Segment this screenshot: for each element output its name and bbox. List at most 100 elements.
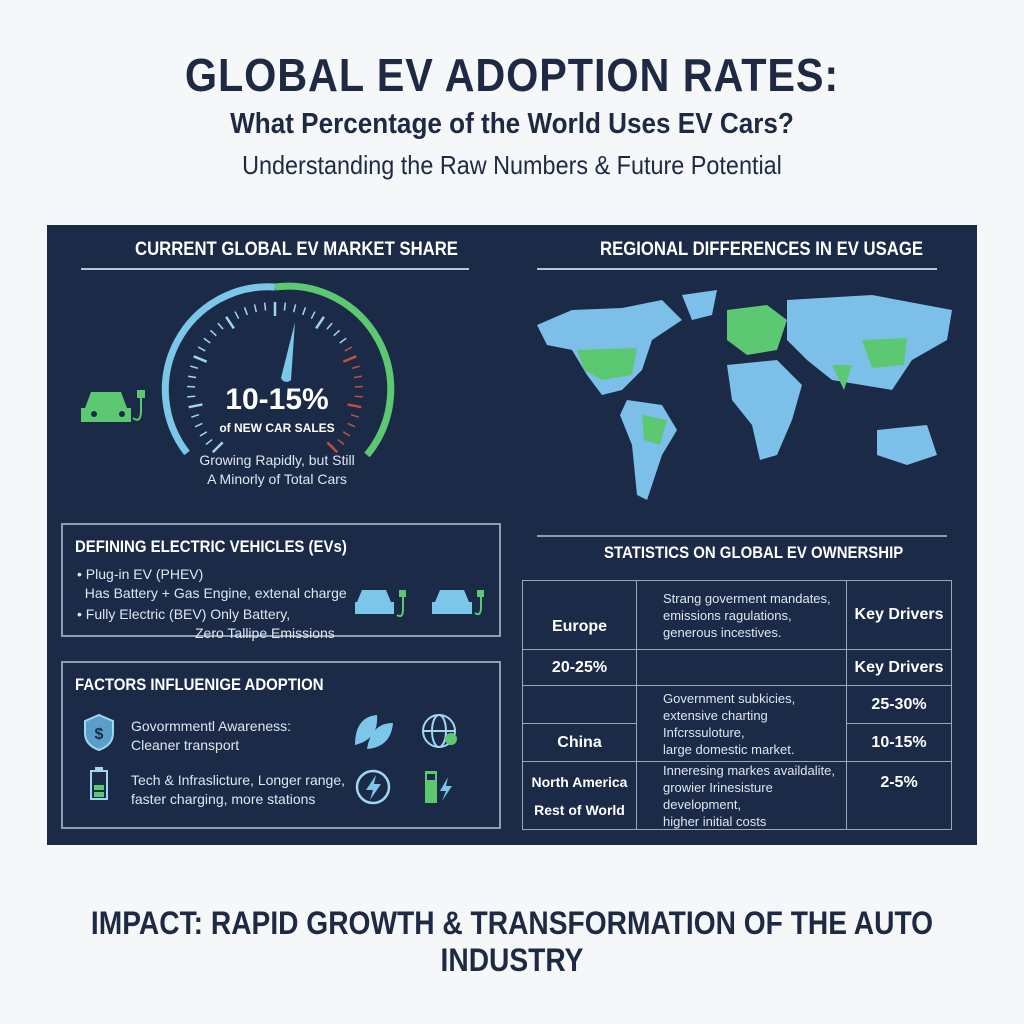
stats-heading: STATISTICS ON GLOBAL EV OWNERSHIP	[604, 543, 904, 562]
gauge-tick	[326, 322, 333, 330]
gauge-tick	[217, 322, 224, 330]
gauge-tick	[342, 431, 351, 437]
gauge-tick	[337, 438, 345, 446]
europe-percent: 20-25%	[522, 649, 637, 686]
europe-drivers: Strang goverment mandates, emissions ragu…	[636, 580, 847, 650]
regional-heading: REGIONAL DIFFERENCES IN EV USAGE	[600, 239, 923, 260]
gauge-tick	[191, 414, 200, 418]
infographic-panel: CURRENT GLOBAL EV MARKET SHARE 10-15% of…	[47, 225, 977, 845]
row-drivers: Inneresing markes availdalite, growier Ir…	[636, 761, 847, 830]
bev-car-icon	[432, 590, 484, 616]
factor-title: Tech & Infraslicture, Longer range,	[131, 772, 346, 788]
bev-item: • Fully Electric (BEV) Only Battery, Zero…	[77, 606, 335, 641]
gauge-ticks	[187, 302, 363, 454]
gauge-tick	[283, 302, 287, 311]
north-america	[537, 300, 682, 395]
desc-line: growier Irinesisture development,	[663, 779, 773, 812]
gauge-tick	[253, 304, 258, 313]
percent-2-5: 2-5%	[846, 761, 952, 830]
charging-station-icon	[425, 771, 452, 803]
gauge	[81, 282, 395, 458]
factors-box: FACTORS INFLUENIGE ADOPTION $ Govormment…	[61, 661, 501, 829]
gauge-tick	[209, 329, 217, 337]
gauge-tick	[333, 329, 341, 337]
note-line: Growing Rapidly, but Still	[199, 452, 355, 468]
ev-car-icons	[355, 590, 484, 618]
stats-table: Europe Strang goverment mandates, emissio…	[522, 580, 952, 830]
gauge-tick	[339, 337, 347, 344]
gauge-tick	[315, 316, 325, 330]
gauge-tick	[187, 395, 196, 398]
gauge-tick	[351, 365, 360, 370]
gauge-tick	[205, 438, 213, 446]
gauge-arc-green	[274, 282, 395, 458]
gauge-tick	[310, 311, 316, 320]
gauge-arc-blue	[161, 283, 276, 456]
usa-highlight	[577, 348, 637, 380]
africa	[727, 360, 802, 460]
region-europe: Europe	[522, 580, 637, 650]
globe-icon	[422, 714, 457, 748]
gauge-tick	[301, 307, 307, 316]
factor-desc: Cleaner transport	[131, 737, 240, 753]
gauge-tick	[353, 375, 363, 379]
world-map	[537, 290, 952, 500]
gauge-tick	[188, 403, 203, 409]
desc-line: Inneresing markes availdalite,	[663, 762, 835, 778]
region-rest-of-world: Rest of World	[534, 801, 625, 818]
region-na-row: North America Rest of World	[522, 761, 637, 830]
phev-desc: Has Battery + Gas Engine, extenal charge	[84, 585, 347, 601]
gauge-tick	[263, 302, 267, 311]
desc-line: extensive charting Infcrssuloture,	[663, 707, 768, 740]
main-title: GLOBAL EV ADOPTION RATES:	[184, 49, 840, 101]
desc-line: higher initial costs	[663, 813, 767, 829]
phev-title: Plug-in EV (PHEV)	[85, 566, 204, 582]
key-drivers-header: Key Drivers	[846, 649, 952, 686]
australia	[877, 425, 937, 465]
factors-heading: FACTORS INFLUENIGE ADOPTION	[75, 675, 324, 694]
gauge-tick	[187, 375, 197, 379]
impact-banner: IMPACT: RAPID GROWTH & TRANSFORMATION OF…	[90, 905, 934, 978]
india-highlight	[832, 365, 852, 390]
gauge-tick	[344, 346, 353, 352]
gauge-tick	[326, 441, 339, 454]
brazil-highlight	[642, 415, 667, 445]
gauge-tick	[203, 337, 211, 344]
defining-evs-box: DEFINING ELECTRIC VEHICLES (EVs) • Plug-…	[61, 523, 501, 641]
gauge-tick	[243, 307, 249, 316]
market-share-value: 10-15%	[225, 383, 329, 416]
desc-line: large domestic market.	[663, 741, 795, 757]
factor-title: Govormmentl Awareness:	[131, 718, 292, 734]
svg-text:$: $	[95, 726, 104, 743]
gauge-tick	[342, 355, 357, 363]
europe	[727, 305, 787, 355]
gauge-tick	[193, 355, 208, 363]
gauge-tick	[199, 431, 208, 437]
lightning-circle-icon	[355, 769, 391, 805]
defining-heading: DEFINING ELECTRIC VEHICLES (EVs)	[75, 537, 347, 556]
south-america	[620, 400, 677, 500]
subtitle: What Percentage of the World Uses EV Car…	[230, 108, 794, 140]
gauge-tick	[354, 395, 363, 398]
leaf-icon	[355, 715, 393, 749]
electric-car-icon	[81, 390, 145, 422]
bev-title: Fully Electric (BEV) Only Battery,	[85, 606, 291, 622]
divider	[81, 268, 469, 270]
factor-desc: faster charging, more stations	[131, 791, 316, 807]
gauge-tick	[225, 316, 235, 330]
factor-government: Govormmentl Awareness: Cleaner transport	[131, 717, 291, 755]
empty-cell	[636, 649, 847, 686]
phev-car-icon	[355, 590, 406, 618]
market-share-heading: CURRENT GLOBAL EV MARKET SHARE	[135, 239, 458, 260]
china-drivers: Government subkicies, extensive charting …	[636, 685, 847, 762]
phev-item: • Plug-in EV (PHEV) Has Battery + Gas En…	[77, 566, 347, 601]
factor-tech: Tech & Infraslicture, Longer range, faste…	[131, 771, 345, 809]
key-drivers-header: Key Drivers	[846, 580, 952, 650]
desc-line: generous incestives.	[663, 624, 782, 640]
desc-line: Strang goverment mandates,	[663, 590, 831, 606]
percent-10-15: 10-15%	[846, 723, 952, 762]
gauge-tick	[211, 441, 224, 454]
gauge-tick	[347, 403, 362, 409]
china-highlight	[862, 338, 907, 368]
tagline: Understanding the Raw Numbers & Future P…	[242, 150, 782, 180]
